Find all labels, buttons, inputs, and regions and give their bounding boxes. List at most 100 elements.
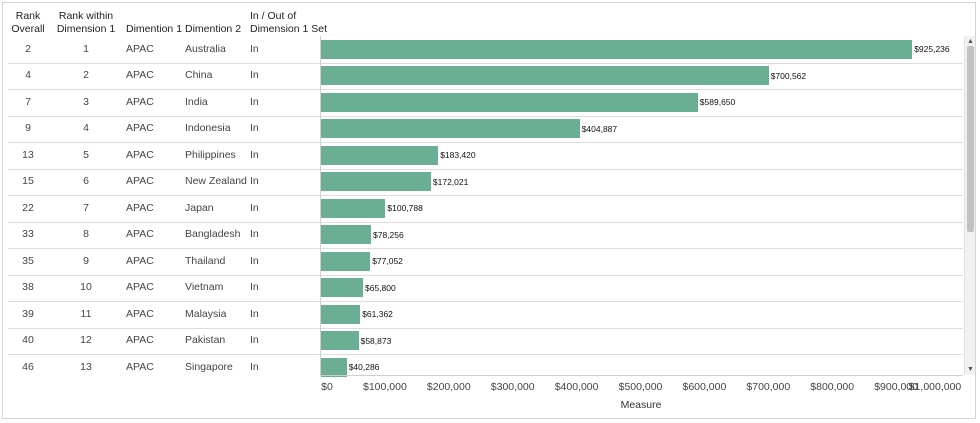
bar-value-label: $100,788 bbox=[387, 203, 423, 213]
vertical-scrollbar[interactable]: ▲ ▼ bbox=[964, 36, 975, 375]
cell-in-out: In bbox=[250, 281, 259, 293]
header-rank-within-line1: Rank within bbox=[58, 10, 114, 22]
header-rank-overall-line2: Overall bbox=[11, 23, 45, 35]
x-tick-label: $0 bbox=[321, 381, 333, 393]
bar-value-label: $589,650 bbox=[699, 97, 736, 107]
x-tick-label: $700,000 bbox=[746, 381, 791, 393]
cell-rank-overall: 15 bbox=[22, 175, 34, 187]
x-tick-label: $1,000,000 bbox=[908, 381, 962, 393]
cell-rank-within: 8 bbox=[83, 228, 89, 240]
cell-dimension-2: Indonesia bbox=[185, 122, 231, 134]
header-rank-overall-line1: Rank bbox=[15, 10, 41, 22]
row-divider bbox=[8, 89, 963, 90]
row-divider bbox=[8, 116, 963, 117]
x-axis-line bbox=[320, 375, 963, 376]
bar-value-label: $172,021 bbox=[432, 177, 469, 187]
cell-rank-overall: 9 bbox=[25, 122, 31, 134]
bar-india[interactable] bbox=[321, 93, 698, 112]
bar-china[interactable] bbox=[321, 66, 769, 85]
scrollbar-thumb[interactable] bbox=[967, 46, 974, 232]
cell-in-out: In bbox=[250, 175, 259, 187]
triangle-down-icon[interactable]: ▼ bbox=[967, 366, 974, 373]
x-tick-label: $500,000 bbox=[618, 381, 663, 393]
row-divider bbox=[8, 195, 963, 196]
cell-in-out: In bbox=[250, 334, 259, 346]
cell-dimension-1: APAC bbox=[126, 69, 154, 81]
bar-pakistan[interactable] bbox=[321, 331, 359, 350]
bar-indonesia[interactable] bbox=[321, 119, 580, 138]
bar-value-label: $58,873 bbox=[360, 336, 392, 346]
cell-dimension-2: Malaysia bbox=[185, 308, 227, 320]
cell-in-out: In bbox=[250, 255, 259, 267]
cell-rank-overall: 35 bbox=[22, 255, 34, 267]
cell-dimension-1: APAC bbox=[126, 175, 154, 187]
row-divider bbox=[8, 142, 963, 143]
cell-dimension-2: Australia bbox=[185, 43, 226, 55]
cell-rank-overall: 22 bbox=[22, 202, 34, 214]
cell-rank-within: 1 bbox=[83, 43, 89, 55]
row-divider bbox=[8, 169, 963, 170]
triangle-up-icon[interactable]: ▲ bbox=[967, 38, 974, 45]
cell-dimension-1: APAC bbox=[126, 361, 154, 373]
cell-in-out: In bbox=[250, 149, 259, 161]
bar-philippines[interactable] bbox=[321, 146, 439, 165]
cell-rank-within: 4 bbox=[83, 122, 89, 134]
x-axis-title: Measure bbox=[620, 399, 662, 411]
bar-axis-baseline bbox=[320, 36, 321, 375]
bar-new-zealand[interactable] bbox=[321, 172, 431, 191]
view-frame bbox=[2, 2, 976, 419]
bar-value-label: $925,236 bbox=[914, 44, 950, 54]
cell-rank-overall: 4 bbox=[25, 69, 31, 81]
cell-rank-within: 5 bbox=[83, 149, 89, 161]
header-dimension-2: Dimention 2 bbox=[185, 23, 242, 35]
bar-value-label: $78,256 bbox=[373, 230, 404, 240]
cell-rank-within: 3 bbox=[83, 96, 89, 108]
header-in-out: In / Out of Dimension 1 Set bbox=[250, 10, 327, 36]
cell-dimension-1: APAC bbox=[126, 122, 154, 134]
cell-rank-within: 10 bbox=[80, 281, 92, 293]
bar-value-label: $65,800 bbox=[365, 283, 396, 293]
cell-dimension-2: Vietnam bbox=[185, 281, 224, 293]
row-divider bbox=[8, 222, 963, 223]
cell-dimension-1: APAC bbox=[126, 281, 154, 293]
bar-value-label: $77,052 bbox=[372, 256, 403, 266]
row-divider bbox=[8, 275, 963, 276]
bar-value-label: $61,362 bbox=[362, 309, 393, 319]
cell-dimension-2: Philippines bbox=[185, 149, 236, 161]
cell-in-out: In bbox=[250, 228, 259, 240]
header-in-out-line2: Dimension 1 Set bbox=[250, 23, 328, 35]
bar-value-label: $404,887 bbox=[581, 124, 618, 134]
cell-dimension-2: Japan bbox=[185, 202, 214, 214]
cell-rank-within: 2 bbox=[83, 69, 89, 81]
x-tick-label: $200,000 bbox=[426, 381, 471, 393]
cell-in-out: In bbox=[250, 96, 259, 108]
cell-rank-overall: 46 bbox=[22, 361, 34, 373]
cell-rank-within: 6 bbox=[83, 175, 89, 187]
bar-australia[interactable] bbox=[321, 40, 913, 59]
cell-dimension-2: New Zealand bbox=[185, 175, 247, 187]
cell-dimension-1: APAC bbox=[126, 96, 154, 108]
cell-in-out: In bbox=[250, 361, 259, 373]
cell-rank-overall: 2 bbox=[25, 43, 31, 55]
cell-dimension-1: APAC bbox=[126, 255, 154, 267]
bar-vietnam[interactable] bbox=[321, 278, 363, 297]
cell-in-out: In bbox=[250, 202, 259, 214]
x-tick-label: $900,000 bbox=[874, 381, 918, 393]
cell-dimension-1: APAC bbox=[126, 334, 154, 346]
bar-value-label: $700,562 bbox=[770, 71, 807, 81]
bar-singapore[interactable] bbox=[321, 358, 347, 377]
cell-dimension-2: Bangladesh bbox=[185, 228, 241, 240]
cell-dimension-1: APAC bbox=[126, 202, 154, 214]
bar-bangladesh[interactable] bbox=[321, 225, 371, 244]
header-dimension-1: Dimention 1 bbox=[126, 23, 183, 35]
row-divider bbox=[8, 354, 963, 355]
bar-thailand[interactable] bbox=[321, 252, 371, 271]
bar-japan[interactable] bbox=[321, 199, 386, 218]
header-in-out-line1: In / Out of bbox=[250, 10, 297, 22]
cell-dimension-1: APAC bbox=[126, 149, 154, 161]
x-tick-label: $400,000 bbox=[554, 381, 599, 393]
row-divider bbox=[8, 301, 963, 302]
bar-malaysia[interactable] bbox=[321, 305, 361, 324]
row-divider bbox=[8, 328, 963, 329]
cell-dimension-1: APAC bbox=[126, 308, 154, 320]
